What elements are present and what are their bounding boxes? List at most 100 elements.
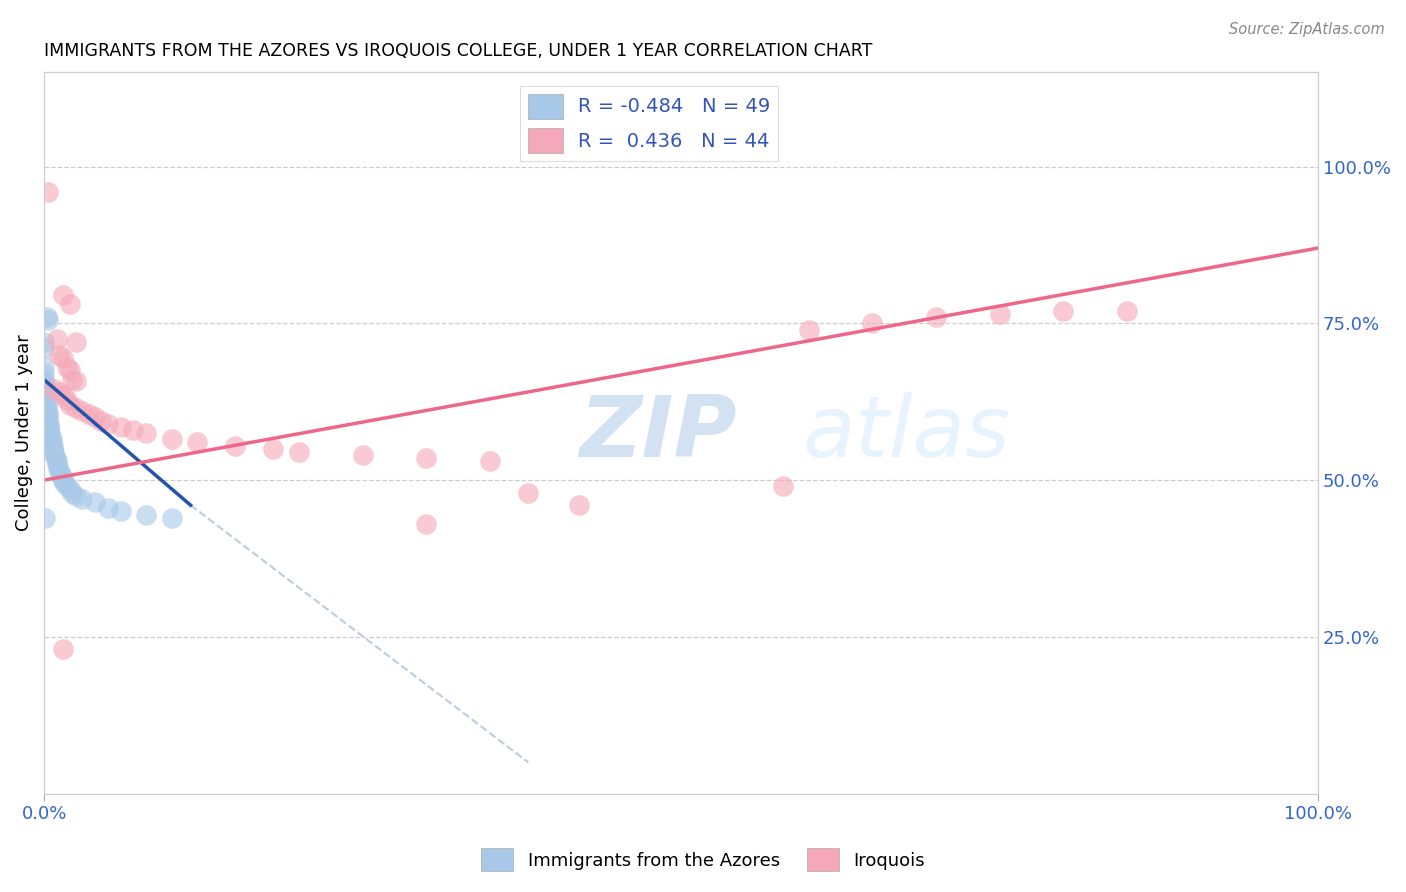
Point bbox=[186, 435, 208, 450]
Text: atlas: atlas bbox=[803, 392, 1010, 475]
Point bbox=[58, 398, 80, 412]
Point bbox=[122, 423, 145, 437]
Point bbox=[45, 451, 67, 466]
Point bbox=[860, 316, 883, 330]
Point bbox=[97, 417, 120, 431]
Point bbox=[52, 288, 75, 302]
Point bbox=[45, 332, 67, 346]
Point bbox=[41, 435, 63, 450]
Legend: R = -0.484   N = 49, R =  0.436   N = 44: R = -0.484 N = 49, R = 0.436 N = 44 bbox=[520, 86, 779, 161]
Point bbox=[925, 310, 948, 324]
Point bbox=[84, 410, 107, 425]
Point bbox=[77, 407, 100, 421]
Point bbox=[56, 360, 79, 375]
Point bbox=[37, 185, 59, 199]
Point bbox=[479, 454, 502, 468]
Point bbox=[517, 485, 540, 500]
Point bbox=[352, 448, 374, 462]
Point bbox=[110, 419, 132, 434]
Point bbox=[415, 516, 437, 531]
Point bbox=[38, 417, 60, 431]
Point bbox=[39, 429, 62, 443]
Point bbox=[90, 413, 112, 427]
Point bbox=[38, 423, 60, 437]
Point bbox=[32, 373, 55, 387]
Point bbox=[38, 419, 60, 434]
Point bbox=[58, 297, 80, 311]
Point bbox=[32, 367, 55, 381]
Point bbox=[48, 348, 70, 362]
Point bbox=[52, 351, 75, 365]
Point bbox=[84, 495, 107, 509]
Point bbox=[72, 491, 94, 506]
Point bbox=[41, 433, 63, 447]
Point bbox=[44, 448, 66, 462]
Point bbox=[58, 363, 80, 377]
Point bbox=[97, 501, 120, 516]
Point bbox=[37, 407, 59, 421]
Point bbox=[65, 374, 87, 388]
Point bbox=[56, 392, 79, 407]
Point bbox=[34, 388, 56, 402]
Point bbox=[34, 510, 56, 524]
Point bbox=[135, 425, 157, 440]
Point bbox=[39, 425, 62, 440]
Point bbox=[1052, 303, 1074, 318]
Y-axis label: College, Under 1 year: College, Under 1 year bbox=[15, 334, 32, 532]
Point bbox=[45, 454, 67, 468]
Point bbox=[44, 445, 66, 459]
Point bbox=[49, 467, 72, 481]
Point bbox=[65, 401, 87, 415]
Point bbox=[58, 483, 80, 497]
Point bbox=[72, 404, 94, 418]
Point bbox=[37, 313, 59, 327]
Point bbox=[48, 385, 70, 400]
Point bbox=[224, 439, 246, 453]
Point bbox=[160, 433, 183, 447]
Point bbox=[65, 489, 87, 503]
Point bbox=[568, 498, 591, 512]
Point bbox=[35, 404, 58, 418]
Point bbox=[797, 322, 820, 336]
Point bbox=[262, 442, 284, 456]
Point bbox=[32, 335, 55, 350]
Point bbox=[34, 382, 56, 396]
Point bbox=[60, 485, 83, 500]
Point bbox=[772, 479, 794, 493]
Point bbox=[42, 442, 65, 456]
Point bbox=[60, 373, 83, 387]
Point bbox=[37, 413, 59, 427]
Point bbox=[42, 439, 65, 453]
Point bbox=[56, 479, 79, 493]
Point bbox=[53, 476, 76, 491]
Point bbox=[32, 360, 55, 375]
Point bbox=[44, 382, 66, 396]
Point bbox=[288, 445, 311, 459]
Point bbox=[35, 401, 58, 415]
Point bbox=[35, 310, 58, 324]
Point bbox=[37, 410, 59, 425]
Legend: Immigrants from the Azores, Iroquois: Immigrants from the Azores, Iroquois bbox=[474, 841, 932, 879]
Point bbox=[48, 464, 70, 478]
Point bbox=[52, 473, 75, 487]
Point bbox=[988, 307, 1011, 321]
Point bbox=[35, 398, 58, 412]
Point bbox=[34, 379, 56, 393]
Point bbox=[415, 451, 437, 466]
Point bbox=[34, 392, 56, 406]
Point bbox=[32, 342, 55, 356]
Point bbox=[160, 510, 183, 524]
Point bbox=[51, 470, 73, 484]
Point bbox=[135, 508, 157, 522]
Point bbox=[34, 376, 56, 390]
Point bbox=[45, 458, 67, 472]
Text: IMMIGRANTS FROM THE AZORES VS IROQUOIS COLLEGE, UNDER 1 YEAR CORRELATION CHART: IMMIGRANTS FROM THE AZORES VS IROQUOIS C… bbox=[44, 42, 873, 60]
Text: ZIP: ZIP bbox=[579, 392, 737, 475]
Point bbox=[52, 642, 75, 657]
Point bbox=[65, 335, 87, 350]
Point bbox=[1116, 303, 1139, 318]
Point bbox=[46, 460, 69, 475]
Text: Source: ZipAtlas.com: Source: ZipAtlas.com bbox=[1229, 22, 1385, 37]
Point bbox=[52, 388, 75, 402]
Point bbox=[110, 504, 132, 518]
